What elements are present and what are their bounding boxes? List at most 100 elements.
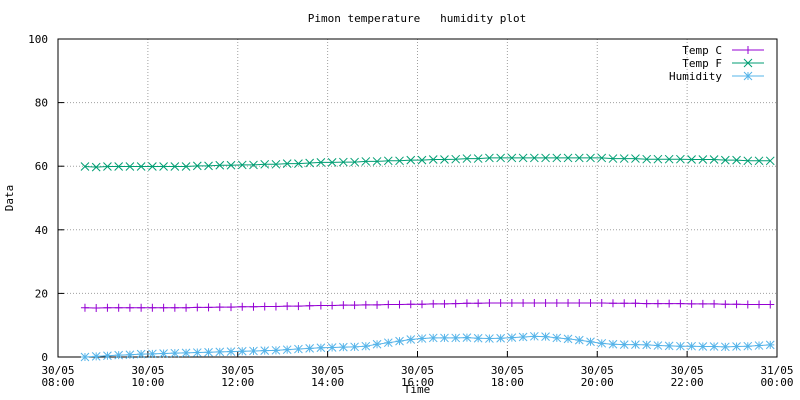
marker [417,300,426,309]
marker [350,342,359,352]
marker [518,332,528,342]
marker [372,339,382,349]
marker [563,153,573,163]
marker [766,300,775,309]
marker [575,298,584,307]
marker [642,154,652,164]
marker [181,348,191,358]
marker [103,351,112,361]
marker [507,333,517,342]
x-tick-label: 30/05 16:00 [401,364,434,389]
marker [215,303,224,312]
legend-marker [744,46,752,54]
marker [608,299,617,308]
marker [294,344,303,354]
marker [732,342,741,351]
marker [687,299,696,308]
marker [620,299,629,308]
marker [676,299,685,308]
marker [271,345,281,355]
marker [485,334,494,343]
marker [238,302,247,311]
marker [395,156,404,166]
marker [485,153,494,163]
marker [249,302,258,311]
marker [485,298,494,307]
marker [271,159,281,169]
marker [305,301,314,310]
marker [249,346,258,356]
marker [474,299,483,308]
marker [159,303,168,312]
marker [507,153,517,163]
x-tick-label-line: 30/05 [41,364,74,377]
x-tick-label: 30/05 10:00 [131,364,164,389]
marker [136,162,146,171]
marker [305,344,315,353]
marker [327,343,337,352]
marker [406,300,415,309]
marker [237,346,247,356]
series-line [84,157,771,168]
marker [676,341,685,351]
marker [563,334,573,344]
marker [462,333,472,342]
legend-label: Temp F [682,57,722,70]
plot-border [57,38,778,358]
marker [698,155,708,164]
marker [260,159,270,169]
marker [383,338,393,348]
marker [754,156,764,166]
marker [653,299,662,308]
legend-marker [743,58,753,68]
x-tick-label-line: 18:00 [491,376,524,389]
marker [80,352,90,362]
marker [125,303,134,312]
marker [496,298,505,307]
x-tick-label-line: 20:00 [581,376,614,389]
marker [383,156,393,166]
marker [642,340,652,350]
marker [384,300,393,309]
marker [249,160,258,170]
marker [80,303,89,312]
y-tick-label: 100 [28,33,48,46]
marker [608,339,618,349]
marker [316,301,325,310]
marker [406,335,416,344]
marker [687,341,696,351]
x-tick-label-line: 30/05 [671,364,704,377]
x-tick-label-line: 30/05 [581,364,614,377]
marker [125,162,135,171]
marker [608,154,618,163]
marker [451,333,461,343]
marker [182,303,191,312]
marker [204,347,213,357]
marker [148,162,157,171]
marker [406,155,416,165]
marker [631,299,640,308]
y-tick-label: 20 [35,287,48,300]
marker [125,350,135,360]
marker [698,342,708,351]
marker [226,347,236,356]
legend-marker [743,71,753,81]
marker [462,299,471,308]
marker [92,304,101,313]
marker [473,333,483,343]
marker [473,154,483,163]
x-axis-label: Time [404,383,431,396]
marker [709,155,719,164]
marker [440,299,449,308]
marker [709,342,719,351]
marker [181,162,191,171]
x-tick-label-line: 30/05 [131,364,164,377]
x-tick-label-line: 10:00 [131,376,164,389]
x-tick-label: 30/05 08:00 [41,364,74,389]
marker [743,341,753,351]
marker [327,158,337,167]
marker [260,302,269,311]
chart-title: Pimon temperature humidity plot [308,12,527,25]
